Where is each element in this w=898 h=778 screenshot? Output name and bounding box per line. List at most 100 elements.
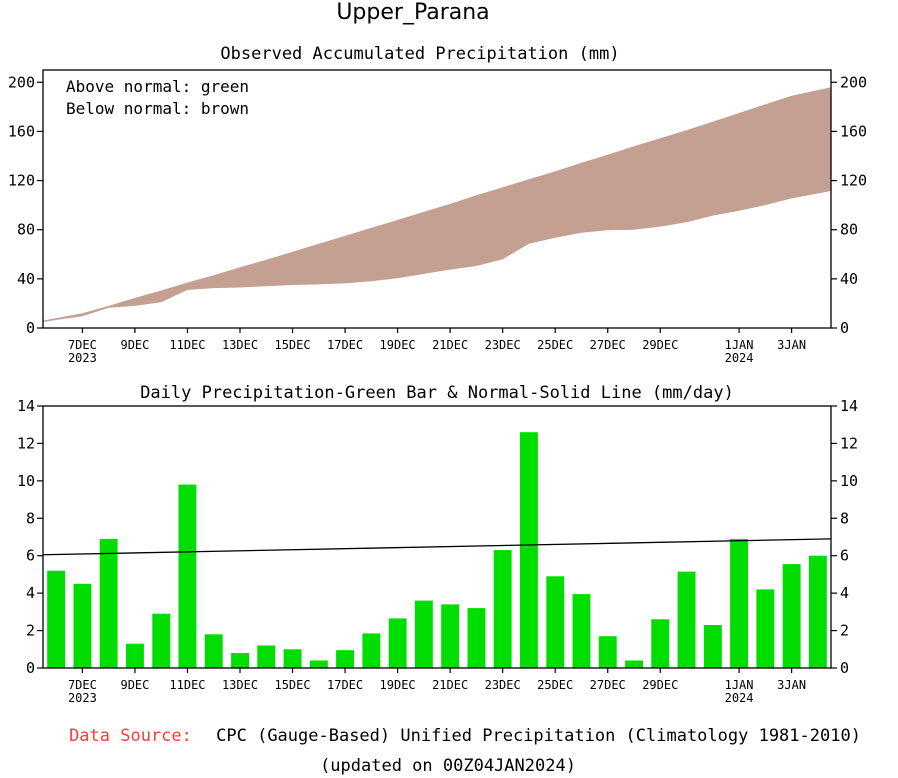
y-tick-label-left: 80: [17, 221, 35, 239]
y-tick-label-right: 8: [840, 509, 849, 527]
below-normal-area: [43, 87, 831, 322]
y-tick-label-left: 10: [17, 472, 35, 490]
daily-precip-bar: [493, 550, 512, 668]
x-tick-label: 7DEC: [68, 678, 97, 692]
daily-precip-bar: [414, 600, 433, 668]
x-tick-label: 21DEC: [432, 678, 468, 692]
x-tick-year-label: 2023: [68, 351, 97, 365]
daily-precip-bar: [441, 604, 460, 668]
y-tick-label-left: 0: [26, 319, 35, 337]
x-tick-label: 3JAN: [777, 338, 806, 352]
x-tick-year-label: 2024: [725, 691, 754, 705]
x-tick-label: 15DEC: [274, 678, 310, 692]
daily-precip-bar: [467, 608, 486, 668]
chart-main-title: Upper_Parana: [336, 0, 489, 25]
daily-precip-bar: [309, 660, 328, 668]
y-tick-label-right: 0: [840, 319, 849, 337]
x-tick-year-label: 2024: [725, 351, 754, 365]
y-tick-label-left: 8: [26, 509, 35, 527]
daily-precip-bar: [756, 589, 775, 668]
x-tick-label: 19DEC: [380, 678, 416, 692]
x-tick-label: 27DEC: [590, 678, 626, 692]
daily-precip-bar: [651, 619, 670, 668]
x-tick-label: 29DEC: [642, 338, 678, 352]
daily-precip-bar: [703, 625, 722, 668]
data-source-label: Data Source:: [69, 726, 192, 746]
accumulated-plot-frame: [42, 69, 832, 329]
x-tick-label: 29DEC: [642, 678, 678, 692]
x-tick-label: 9DEC: [120, 678, 149, 692]
y-tick-label-right: 6: [840, 547, 849, 565]
daily-bars-layer: [47, 432, 827, 668]
x-tick-label: 11DEC: [169, 338, 205, 352]
daily-precip-bar: [257, 645, 276, 668]
y-tick-label-left: 14: [17, 397, 35, 415]
y-tick-label-right: 0: [840, 659, 849, 677]
y-tick-label-right: 14: [840, 397, 858, 415]
daily-precip-bar: [231, 653, 249, 668]
y-tick-label-left: 0: [26, 659, 35, 677]
legend-below-normal: Below normal: brown: [66, 99, 249, 118]
y-tick-label-right: 10: [840, 472, 858, 490]
daily-precip-bar: [47, 570, 66, 668]
daily-precip-bar: [126, 643, 144, 668]
y-tick-label-right: 120: [840, 172, 867, 190]
daily-precip-bar: [336, 650, 354, 668]
y-tick-label-left: 200: [8, 73, 35, 91]
x-tick-year-label: 2023: [68, 691, 97, 705]
y-tick-label-right: 12: [840, 434, 858, 452]
y-tick-label-right: 4: [840, 584, 849, 602]
data-source-text: CPC (Gauge-Based) Unified Precipitation …: [216, 726, 861, 746]
y-tick-label-left: 2: [26, 622, 35, 640]
normal-line: [42, 538, 832, 556]
x-tick-label: 1JAN: [725, 678, 754, 692]
daily-precip-bar: [598, 636, 617, 668]
updated-timestamp: (updated on 00Z04JAN2024): [320, 756, 576, 776]
daily-precip-bar: [730, 538, 748, 668]
y-tick-label-left: 120: [8, 172, 35, 190]
legend-above-normal: Above normal: green: [66, 77, 249, 96]
y-tick-label-right: 80: [840, 221, 858, 239]
y-tick-label-left: 12: [17, 434, 35, 452]
daily-precip-bar: [388, 618, 407, 668]
x-tick-label: 15DEC: [274, 338, 310, 352]
accumulated-area-layer: [43, 87, 831, 322]
x-tick-label: 23DEC: [485, 678, 521, 692]
x-tick-label: 21DEC: [432, 338, 468, 352]
x-tick-label: 3JAN: [777, 678, 806, 692]
x-tick-label: 25DEC: [537, 338, 573, 352]
daily-precip-bar: [204, 634, 223, 668]
x-tick-label: 7DEC: [68, 338, 97, 352]
y-tick-label-left: 40: [17, 270, 35, 288]
daily-precip-bar: [546, 576, 565, 668]
daily-precip-bar: [677, 571, 696, 668]
y-tick-label-left: 160: [8, 122, 35, 140]
x-tick-label: 27DEC: [590, 338, 626, 352]
y-tick-label-right: 2: [840, 622, 849, 640]
daily-panel-title: Daily Precipitation-Green Bar & Normal-S…: [140, 383, 734, 403]
x-tick-label: 13DEC: [222, 678, 258, 692]
x-tick-label: 1JAN: [725, 338, 754, 352]
daily-precip-bar: [520, 432, 538, 668]
data-source-line: Data Source: CPC (Gauge-Based) Unified P…: [69, 726, 861, 746]
daily-precip-bar: [73, 583, 92, 668]
daily-precip-bar: [99, 538, 118, 668]
daily-precip-bar: [178, 484, 197, 668]
daily-precip-bar: [782, 564, 801, 668]
x-tick-label: 17DEC: [327, 678, 363, 692]
daily-precip-bar: [625, 660, 643, 668]
x-tick-label: 13DEC: [222, 338, 258, 352]
daily-precip-bar: [572, 594, 591, 668]
x-tick-label: 17DEC: [327, 338, 363, 352]
daily-precip-bar: [152, 613, 171, 668]
accumulated-panel-title: Observed Accumulated Precipitation (mm): [220, 44, 619, 64]
daily-precip-bar: [362, 633, 381, 668]
x-tick-label: 23DEC: [485, 338, 521, 352]
daily-plot-frame: [42, 405, 832, 669]
daily-precip-bar: [283, 649, 302, 668]
y-tick-label-right: 40: [840, 270, 858, 288]
y-tick-label-right: 200: [840, 73, 867, 91]
